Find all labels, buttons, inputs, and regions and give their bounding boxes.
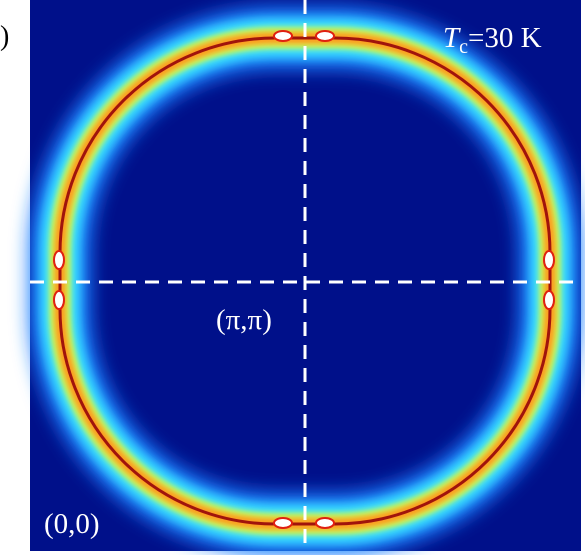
corner-label: (0,0) [44,508,100,540]
temperature-subscript: c [459,36,468,58]
temperature-label: Tc=30 K [443,22,542,58]
panel-label: ) [0,21,9,52]
temperature-value: =30 K [468,22,542,54]
figure: ) Tc=30 K (π,π) (0,0) [0,0,585,555]
page: ) Tc=30 K (π,π) (0,0) (() => { const dat… [0,0,585,555]
center-label: (π,π) [216,304,272,336]
